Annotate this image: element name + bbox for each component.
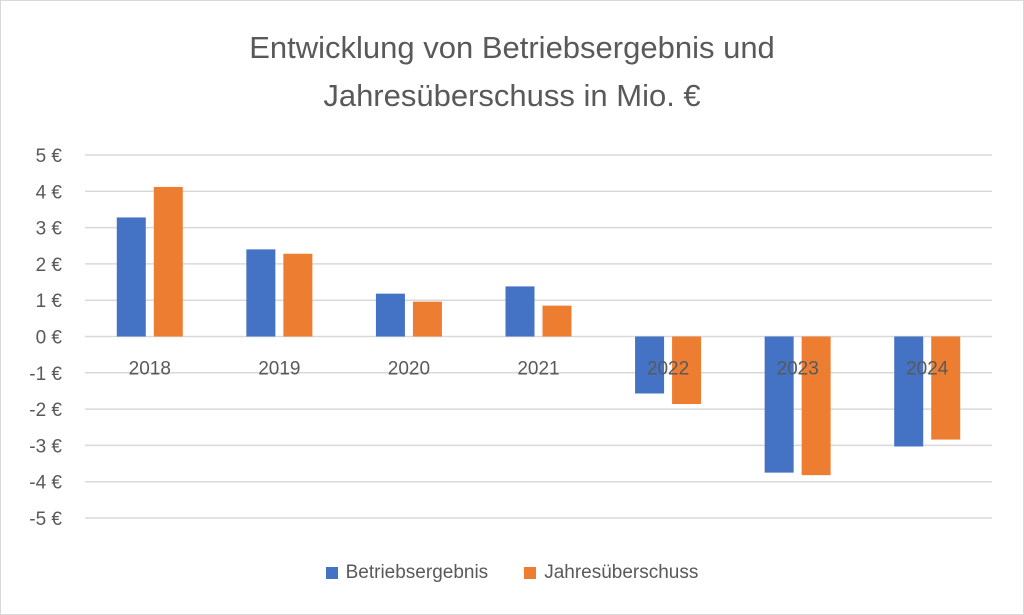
bar-jahresueberschuss-2024 [931,336,961,440]
legend: Betriebsergebnis Jahresüberschuss [0,562,1024,584]
y-tick-label: 3 € [36,219,63,240]
x-tick-label: 2023 [777,359,819,380]
x-tick-label: 2020 [388,359,430,380]
bar-jahresueberschuss-2020 [412,301,442,337]
gridlines [85,154,992,519]
y-tick-label: 2 € [36,255,63,276]
bars [116,186,961,476]
bar-jahresueberschuss-2019 [283,253,313,337]
bar-betriebsergebnis-2019 [246,249,276,337]
x-tick-label: 2019 [258,359,300,380]
bar-jahresueberschuss-2021 [542,305,572,337]
y-axis-ticks: 5 € 4 € 3 € 2 € 1 € 0 € -1 € -2 € -3 € -4 € -5 € [29,146,62,530]
bar-jahresueberschuss-2018 [153,186,183,337]
bar-betriebsergebnis-2023 [764,336,794,473]
bar-betriebsergebnis-2020 [375,293,405,337]
x-tick-label: 2024 [906,359,949,380]
chart-title: Entwicklung von Betriebsergebnis und Jah… [0,24,1024,120]
y-tick-label: -2 € [29,400,62,421]
y-tick-label: 1 € [36,291,63,312]
chart-title-line-1: Entwicklung von Betriebsergebnis und [249,30,775,65]
x-tick-label: 2022 [647,359,689,380]
legend-swatch-betriebsergebnis [325,567,338,579]
y-tick-label: -1 € [29,364,62,385]
legend-item-betriebsergebnis: Betriebsergebnis [325,562,489,584]
legend-label-betriebsergebnis: Betriebsergebnis [345,562,489,583]
y-tick-label: -4 € [29,473,62,494]
bar-jahresueberschuss-2022 [672,336,702,405]
legend-item-jahresueberschuss: Jahresüberschuss [524,562,698,584]
bar-betriebsergebnis-2021 [505,286,535,337]
y-tick-label: 5 € [36,146,63,167]
x-tick-label: 2021 [517,359,559,380]
bar-jahresueberschuss-2023 [801,336,831,476]
y-tick-label: -3 € [29,436,62,457]
y-tick-label: 0 € [36,328,63,349]
legend-swatch-jahresueberschuss [524,567,537,579]
y-tick-label: 4 € [36,182,63,203]
y-tick-label: -5 € [29,509,62,530]
bar-betriebsergebnis-2018 [116,217,146,337]
bar-betriebsergebnis-2024 [894,336,924,447]
legend-label-jahresueberschuss: Jahresüberschuss [544,562,699,583]
bar-betriebsergebnis-2022 [635,336,665,394]
x-axis-ticks: 2018 2019 2020 2021 2022 2023 2024 [129,359,949,380]
chart-title-line-2: Jahresüberschuss in Mio. € [323,78,701,113]
x-tick-label: 2018 [129,359,171,380]
